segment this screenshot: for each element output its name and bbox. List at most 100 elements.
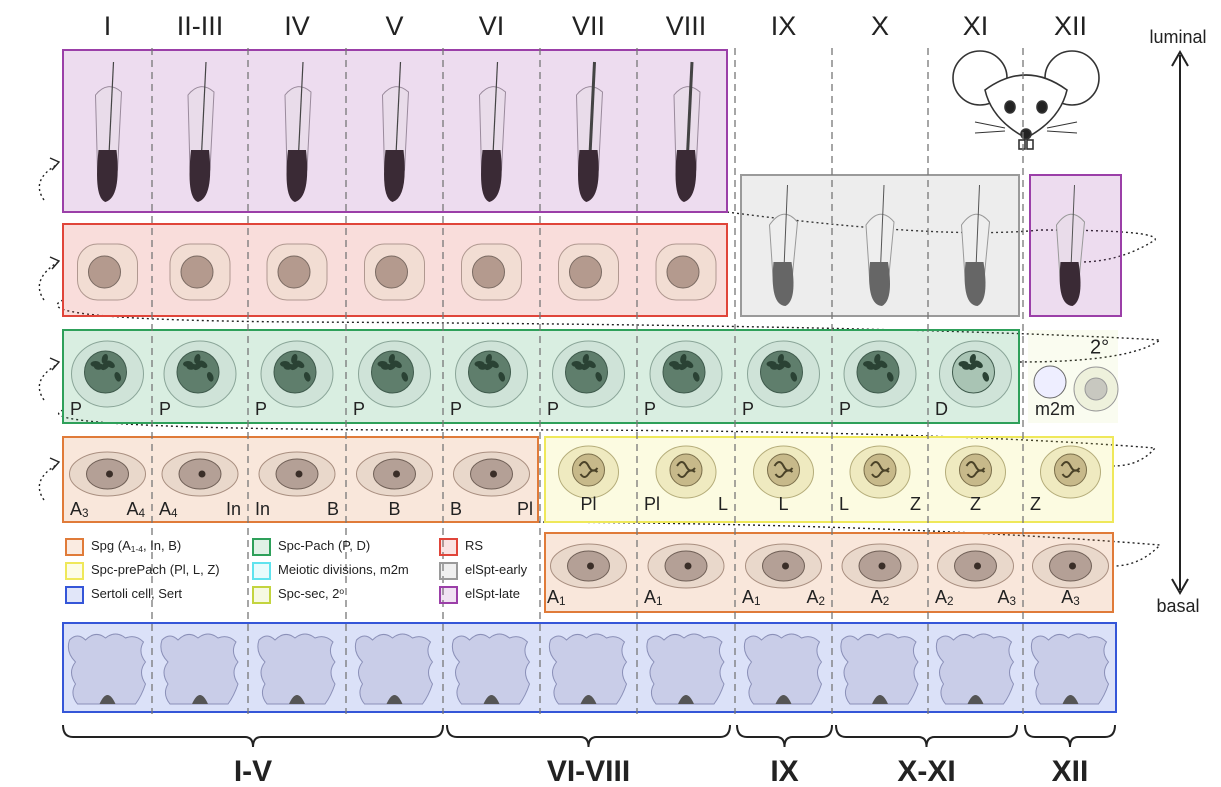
diagram: luminal basal III-IIIIVVVIVIIVIIIIXXXIXI… — [0, 0, 1221, 787]
text-part: , In, B) — [143, 538, 181, 553]
label: B — [450, 499, 462, 519]
stage-box — [545, 437, 1113, 522]
legend-swatch — [66, 563, 83, 579]
nucleus — [89, 256, 121, 288]
stage-header: XII — [1054, 11, 1087, 41]
group-label: I-V — [234, 755, 272, 787]
text-part: P — [839, 399, 851, 419]
text-part: A — [871, 587, 883, 607]
basal-label: basal — [1156, 596, 1199, 616]
subscript: 1 — [559, 595, 566, 608]
stage-header: XI — [963, 11, 989, 41]
sertoli-cell — [744, 634, 821, 704]
text-part: elSpt-early — [465, 562, 528, 577]
subscript: 3 — [1009, 595, 1016, 608]
nucleus — [1085, 378, 1107, 400]
label: L — [778, 494, 788, 514]
text-part: B — [450, 499, 462, 519]
sertoli-cell — [68, 634, 145, 704]
stage-header: VII — [572, 11, 605, 41]
label: In — [255, 499, 270, 519]
label: P — [839, 399, 851, 419]
label: Spc-sec, 2o — [278, 586, 344, 602]
text-part: A — [70, 499, 82, 519]
text-part: Spg (A — [91, 538, 131, 553]
legend-swatch — [253, 563, 270, 579]
nucleolus — [296, 471, 303, 478]
label: Pl — [644, 494, 660, 514]
text-part: P — [159, 399, 171, 419]
legend-swatch — [253, 587, 270, 603]
legend-swatch — [440, 563, 457, 579]
group-bracket — [63, 725, 443, 747]
text-part: L — [718, 494, 728, 514]
group-bracket — [1025, 725, 1115, 747]
label: Pl — [580, 494, 596, 514]
group-label: X-XI — [897, 755, 955, 787]
text-part: A — [547, 587, 559, 607]
subscript: 3 — [82, 507, 89, 520]
group-bracket — [447, 725, 730, 747]
group-bracket — [737, 725, 832, 747]
label: P — [159, 399, 171, 419]
sertoli-cell — [841, 634, 918, 704]
label: Meiotic divisions, m2m — [278, 562, 409, 577]
m2m-label: m2m — [1035, 399, 1075, 419]
text-part: A — [1061, 587, 1073, 607]
label: In — [226, 499, 241, 519]
subscript: 2 — [818, 595, 825, 608]
text-part: Spc-sec, 2 — [278, 586, 339, 601]
label: B — [327, 499, 339, 519]
text-part: Pl — [580, 494, 596, 514]
nucleolus — [879, 563, 886, 570]
nucleus — [768, 454, 800, 486]
stage-header: IX — [771, 11, 797, 41]
label: L — [718, 494, 728, 514]
legend-swatch — [66, 539, 83, 555]
mouse-icon — [953, 51, 1099, 149]
subscript: 1 — [656, 595, 663, 608]
group-label: XII — [1052, 755, 1089, 787]
stage-header: V — [385, 11, 403, 41]
text-part: A — [742, 587, 754, 607]
text-part: Z — [970, 494, 981, 514]
text-part: P — [547, 399, 559, 419]
label: P — [353, 399, 365, 419]
subscript: 3 — [1073, 595, 1080, 608]
text-part: In — [255, 499, 270, 519]
text-part: B — [327, 499, 339, 519]
text-part: Meiotic divisions, m2m — [278, 562, 409, 577]
subscript: 2 — [947, 595, 954, 608]
legend-swatch — [66, 587, 83, 603]
nucleolus — [393, 471, 400, 478]
text-part: Spc-Pach (P, D) — [278, 538, 370, 553]
label: Z — [970, 494, 981, 514]
subscript: 4 — [138, 507, 145, 520]
label: RS — [465, 538, 483, 553]
nucleus — [670, 454, 702, 486]
label: P — [450, 399, 462, 419]
label: D — [935, 399, 948, 419]
sertoli-cell — [549, 634, 626, 704]
text-part: D — [935, 399, 948, 419]
sertoli-cell — [355, 634, 432, 704]
label: Spc-prePach (Pl, L, Z) — [91, 562, 220, 577]
sertoli-cell — [647, 634, 724, 704]
nucleolus — [587, 563, 594, 570]
label: P — [644, 399, 656, 419]
label: Z — [1030, 494, 1041, 514]
subscript: 1 — [754, 595, 761, 608]
nucleus — [960, 454, 992, 486]
nucleolus — [490, 471, 497, 478]
text-part: elSpt-late — [465, 586, 520, 601]
sertoli-cell — [1031, 634, 1108, 704]
text-part: P — [644, 399, 656, 419]
text-part: L — [839, 494, 849, 514]
subscript: 2 — [883, 595, 890, 608]
nucleolus — [974, 563, 981, 570]
stage-header: X — [871, 11, 889, 41]
group-bracket — [836, 725, 1017, 747]
label: P — [547, 399, 559, 419]
subscript: 1-4 — [131, 544, 144, 554]
nucleus — [570, 256, 602, 288]
